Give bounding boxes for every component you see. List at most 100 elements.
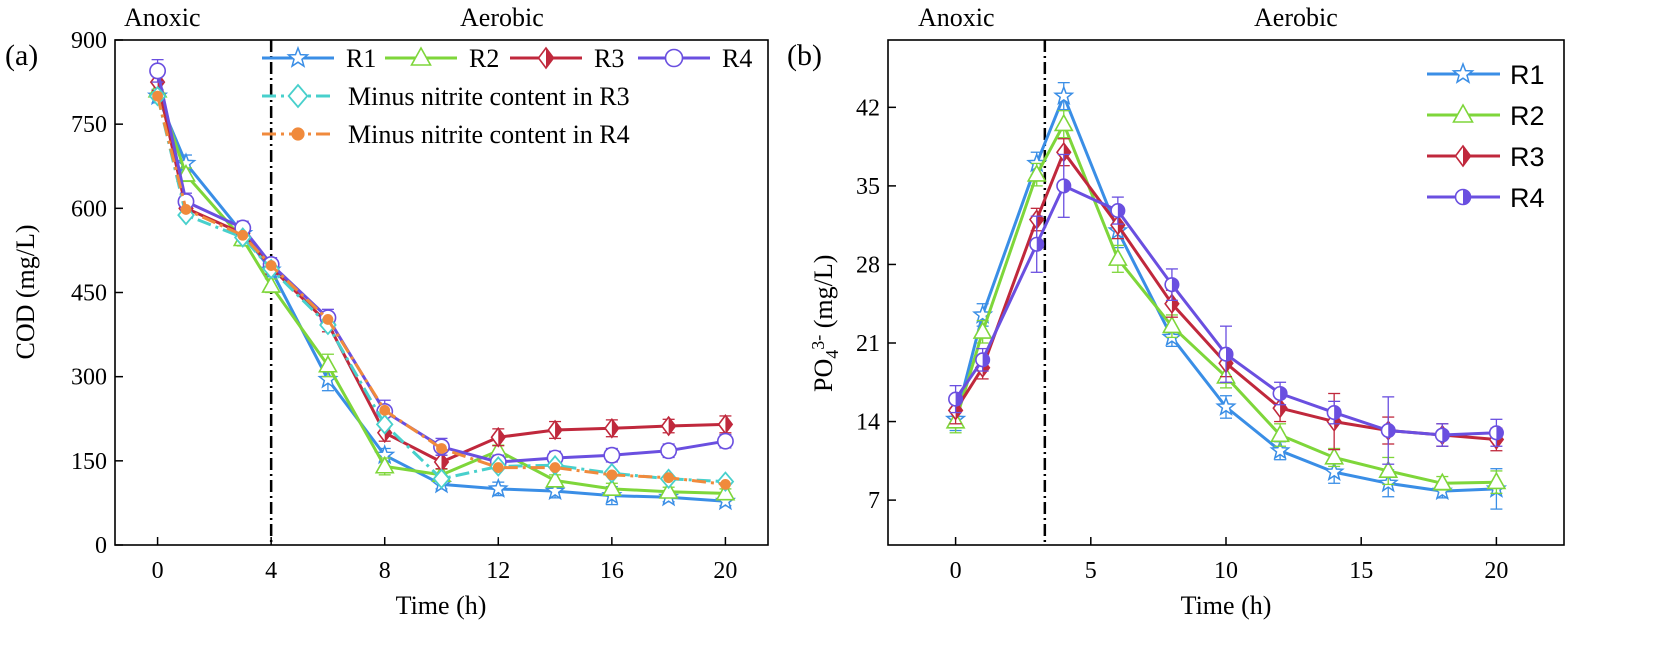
a-series-2-point-9 <box>604 417 620 439</box>
b-series-0 <box>944 81 1508 510</box>
a-x-tick-label-0: 0 <box>152 558 164 584</box>
a-legend-label-4: Minus nitrite content in R3 <box>348 82 630 111</box>
b-series-3-point-10-fill <box>1442 428 1450 442</box>
a-series-4-line <box>156 95 726 484</box>
b-series-3-point-1-fill <box>982 353 990 367</box>
b-series-2-point-7-fill <box>1280 399 1287 418</box>
b-series-0-point-3 <box>1053 84 1075 106</box>
b-legend-label-3: R4 <box>1510 183 1545 213</box>
b-series-3-point-4-fill <box>1117 203 1125 218</box>
a-series-5-point-1 <box>180 204 192 215</box>
panel-a-x-ticks: 0 4 8 12 16 20 <box>152 537 737 584</box>
b-y-tick-label-0: 7 <box>868 488 880 514</box>
b-series-3-point-11-fill <box>1496 426 1504 440</box>
b-y-tick-label-5: 42 <box>856 95 880 121</box>
b-series-3-point-7 <box>1272 385 1288 402</box>
b-series-1-point-4 <box>1107 248 1128 266</box>
b-series-2-point-4 <box>1110 214 1126 236</box>
a-series-2-point-8-fill <box>555 420 562 439</box>
a-x-tick-label-2: 8 <box>379 558 391 584</box>
a-series-5-point-11 <box>720 479 731 490</box>
a-series-4-point-6 <box>432 468 451 490</box>
b-legend-label-1: R2 <box>1510 101 1545 131</box>
b-legend-label-2: R3 <box>1510 142 1545 172</box>
a-series-5-point-7 <box>492 462 504 473</box>
b-y-tick-label-1: 14 <box>856 410 880 436</box>
a-series-3-point-11 <box>716 432 734 450</box>
a-series-1-point-3 <box>261 275 282 293</box>
b-series-1-point-2 <box>1026 164 1047 182</box>
b-series-3-point-0-fill <box>955 392 963 406</box>
a-x-tick-label-1: 4 <box>265 558 277 584</box>
b-legend-marker-2-fill <box>1463 146 1471 166</box>
panel-a: (a) Anoxic Aerobic Time (h) COD (mg/L) 0… <box>5 3 769 620</box>
b-legend-marker-1 <box>1452 103 1474 123</box>
panel-a-y-axis-title: COD (mg/L) <box>11 224 40 359</box>
b-series-0-line <box>954 94 1497 493</box>
a-series-3-point-10 <box>660 442 678 460</box>
b-legend-marker-3-fill <box>1463 189 1471 205</box>
b-series-1-point-10 <box>1432 472 1453 491</box>
panel-b-x-axis-title: Time (h) <box>1181 591 1272 620</box>
a-series-2-point-11-fill <box>725 415 733 434</box>
a-y-tick-label-4: 600 <box>71 196 107 222</box>
a-series-1-line <box>156 90 726 495</box>
b-x-tick-label-3: 15 <box>1349 558 1373 584</box>
a-legend-label-3: R4 <box>722 44 752 73</box>
a-series-4-point-5 <box>375 413 394 435</box>
panel-b-aerobic-label: Aerobic <box>1254 3 1338 32</box>
panel-b-y-ticks: 7 14 21 28 35 42 <box>856 95 896 514</box>
a-legend-marker-4 <box>287 83 309 109</box>
panel-a-x-axis-title: Time (h) <box>396 591 487 620</box>
b-series-3-point-6 <box>1218 346 1234 362</box>
b-series-3-point-10 <box>1434 427 1450 443</box>
a-legend-label-5: Minus nitrite content in R4 <box>348 120 630 149</box>
a-series-1-point-10 <box>658 481 679 499</box>
a-series-5-point-10 <box>663 472 675 484</box>
a-series-5 <box>152 90 731 490</box>
b-series-1-point-5 <box>1162 315 1182 334</box>
a-legend-marker-2-fill <box>546 48 554 68</box>
a-series-5-point-9 <box>606 469 618 481</box>
b-legend-label-0: R1 <box>1510 60 1545 90</box>
b-series-1-line <box>954 122 1497 485</box>
b-legend-marker-3 <box>1454 188 1472 206</box>
b-series-3-point-9-fill <box>1388 423 1395 438</box>
b-series-3-point-4 <box>1110 203 1126 219</box>
a-y-tick-label-5: 750 <box>71 112 107 138</box>
a-series-5-point-6 <box>436 443 447 454</box>
b-series-2-point-2-fill <box>1036 210 1044 229</box>
a-series-5-point-5 <box>379 404 391 416</box>
panel-a-anoxic-label: Anoxic <box>124 3 201 32</box>
b-x-tick-label-1: 5 <box>1085 558 1097 584</box>
a-series-2-point-7-fill <box>498 428 506 447</box>
b-y-tick-label-4: 35 <box>856 174 880 200</box>
panel-a-y-ticks: 0 150 300 450 600 750 900 <box>71 28 123 559</box>
a-series-2-point-6-fill <box>441 452 449 471</box>
b-series-2-point-5-fill <box>1171 294 1179 313</box>
b-series-2-point-3-fill <box>1063 143 1071 162</box>
a-series-5-point-2 <box>237 229 249 241</box>
b-series-3-point-6-fill <box>1226 347 1233 361</box>
panel-b-anoxic-label: Anoxic <box>918 3 995 32</box>
panel-a-series <box>146 58 737 511</box>
a-legend-marker-1 <box>410 46 432 66</box>
a-series-2-point-10-fill <box>668 417 676 436</box>
a-x-tick-label-4: 16 <box>600 558 624 584</box>
a-series-0-point-7 <box>487 477 509 498</box>
panel-b: (b) Anoxic Aerobic Time (h) PO43- (mg/L)… <box>787 3 1565 620</box>
a-series-5-point-3 <box>265 260 277 271</box>
b-series-1-point-8 <box>1324 446 1345 465</box>
a-y-tick-label-3: 450 <box>71 281 107 307</box>
a-y-tick-label-2: 300 <box>71 365 107 391</box>
a-series-5-point-4 <box>322 314 334 325</box>
b-x-tick-label-2: 10 <box>1214 558 1238 584</box>
b-series-1-point-11 <box>1486 471 1507 490</box>
b-series-1-point-1 <box>972 321 993 339</box>
a-legend-marker-0 <box>286 45 310 68</box>
panel-b-series <box>944 81 1508 510</box>
a-series-5-line <box>156 95 726 486</box>
panel-b-x-ticks: 0 5 10 15 20 <box>950 537 1508 584</box>
a-series-1-point-5 <box>374 455 395 474</box>
a-series-0-point-8 <box>544 479 566 501</box>
